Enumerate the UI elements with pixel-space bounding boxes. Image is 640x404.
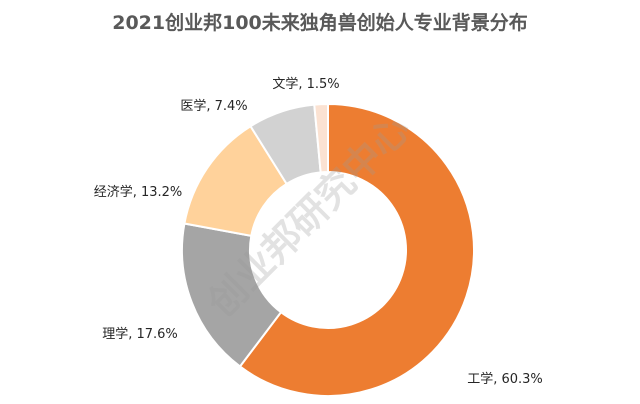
labels-group: 工学, 60.3% 理学, 17.6% 经济学, 13.2% 医学, 7.4% 文学, … [94, 76, 543, 387]
label-medicine: 医学, 7.4% [180, 98, 247, 114]
slice-science [181, 222, 283, 368]
slices-group [181, 102, 475, 397]
label-economics: 经济学, 13.2% [94, 184, 183, 200]
label-literature: 文学, 1.5% [272, 76, 339, 92]
label-science: 理学, 17.6% [102, 326, 178, 342]
slice-literature [313, 102, 329, 174]
chart-title: 2021创业邦100未来独角兽创始人专业背景分布 [112, 12, 528, 34]
label-engineering: 工学, 60.3% [467, 371, 543, 387]
slice-engineering [238, 102, 475, 397]
